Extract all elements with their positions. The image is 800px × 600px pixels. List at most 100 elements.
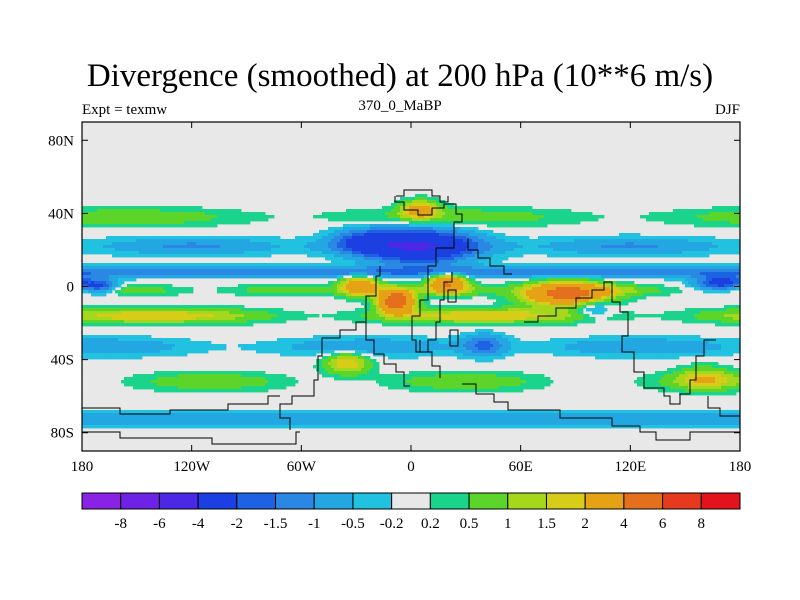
field-cell: [574, 263, 578, 267]
field-cell: [397, 254, 401, 258]
field-cell: [700, 224, 704, 228]
field-cell: [469, 260, 473, 264]
field-cell: [430, 293, 434, 297]
field-cell: [367, 248, 371, 252]
field-cell: [124, 272, 128, 276]
field-cell: [220, 263, 224, 267]
field-cell: [538, 266, 542, 270]
field-cell: [436, 251, 440, 255]
field-cell: [724, 209, 728, 213]
field-cell: [328, 233, 332, 237]
field-cell: [661, 239, 665, 243]
field-cell: [616, 242, 620, 246]
field-cell: [133, 248, 137, 252]
field-cell: [466, 293, 470, 297]
field-cell: [619, 284, 623, 288]
field-cell: [121, 242, 125, 246]
field-cell: [85, 215, 89, 219]
field-cell: [175, 251, 179, 255]
field-cell: [676, 275, 680, 279]
field-cell: [100, 209, 104, 213]
field-cell: [472, 257, 476, 261]
field-cell: [451, 266, 455, 270]
field-cell: [106, 215, 110, 219]
field-cell: [529, 275, 533, 279]
field-cell: [547, 215, 551, 219]
field-cell: [340, 260, 344, 264]
field-cell: [715, 242, 719, 246]
field-cell: [556, 278, 560, 282]
field-cell: [376, 281, 380, 285]
field-cell: [208, 242, 212, 246]
field-cell: [667, 275, 671, 279]
field-cell: [106, 281, 110, 285]
field-cell: [553, 284, 557, 288]
field-cell: [397, 206, 401, 210]
field-cell: [679, 269, 683, 273]
field-cell: [451, 263, 455, 267]
field-cell: [667, 278, 671, 282]
field-cell: [634, 266, 638, 270]
field-cell: [232, 287, 236, 291]
field-cell: [259, 272, 263, 276]
field-cell: [382, 266, 386, 270]
field-cell: [91, 290, 95, 294]
field-cell: [436, 248, 440, 252]
field-cell: [157, 290, 161, 294]
field-cell: [430, 278, 434, 282]
field-cell: [364, 254, 368, 258]
field-cell: [565, 281, 569, 285]
field-cell: [736, 263, 740, 267]
field-cell: [328, 230, 332, 234]
field-cell: [175, 248, 179, 252]
field-cell: [544, 209, 548, 213]
field-cell: [478, 242, 482, 246]
field-cell: [400, 287, 404, 291]
field-cell: [448, 221, 452, 225]
field-cell: [283, 290, 287, 294]
field-cell: [631, 272, 635, 276]
field-cell: [556, 287, 560, 291]
field-cell: [715, 221, 719, 225]
field-cell: [169, 242, 173, 246]
field-cell: [619, 281, 623, 285]
field-cell: [415, 221, 419, 225]
field-cell: [232, 248, 236, 252]
field-cell: [643, 275, 647, 279]
field-cell: [289, 269, 293, 273]
field-cell: [340, 272, 344, 276]
field-cell: [700, 215, 704, 219]
field-cell: [109, 275, 113, 279]
field-cell: [271, 266, 275, 270]
field-cell: [442, 209, 446, 213]
field-cell: [142, 239, 146, 243]
field-cell: [385, 254, 389, 258]
field-cell: [163, 275, 167, 279]
field-cell: [328, 245, 332, 249]
field-cell: [91, 242, 95, 246]
field-cell: [466, 227, 470, 231]
field-cell: [451, 242, 455, 246]
field-cell: [202, 209, 206, 213]
field-cell: [349, 278, 353, 282]
field-cell: [241, 284, 245, 288]
field-cell: [544, 215, 548, 219]
field-cell: [553, 236, 557, 240]
field-cell: [244, 254, 248, 258]
field-cell: [379, 281, 383, 285]
field-cell: [403, 290, 407, 294]
field-cell: [673, 242, 677, 246]
field-cell: [703, 212, 707, 216]
field-cell: [448, 275, 452, 279]
field-cell: [184, 224, 188, 228]
field-cell: [190, 251, 194, 255]
field-cell: [370, 218, 374, 222]
field-cell: [343, 233, 347, 237]
field-cell: [280, 293, 284, 297]
field-cell: [502, 212, 506, 216]
field-cell: [649, 266, 653, 270]
field-cell: [559, 284, 563, 288]
field-cell: [673, 245, 677, 249]
field-cell: [421, 239, 425, 243]
field-cell: [229, 221, 233, 225]
